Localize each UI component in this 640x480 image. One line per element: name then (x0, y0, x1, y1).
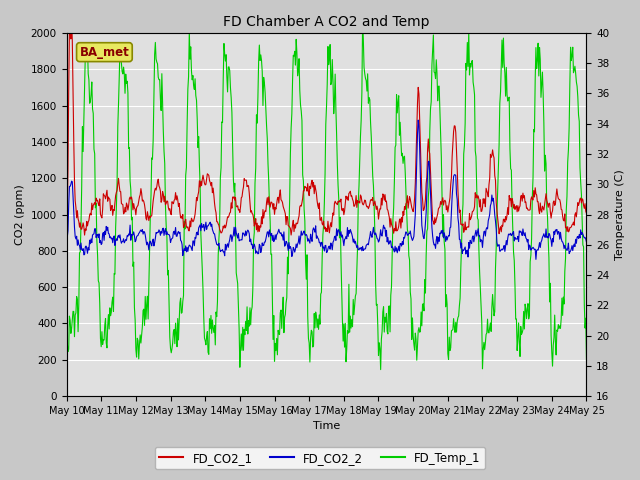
X-axis label: Time: Time (313, 421, 340, 432)
Title: FD Chamber A CO2 and Temp: FD Chamber A CO2 and Temp (223, 15, 429, 29)
Y-axis label: CO2 (ppm): CO2 (ppm) (15, 184, 25, 245)
Line: FD_Temp_1: FD_Temp_1 (67, 20, 586, 370)
Y-axis label: Temperature (C): Temperature (C) (615, 169, 625, 260)
Legend: FD_CO2_1, FD_CO2_2, FD_Temp_1: FD_CO2_1, FD_CO2_2, FD_Temp_1 (155, 447, 485, 469)
Line: FD_CO2_1: FD_CO2_1 (67, 20, 586, 235)
Text: BA_met: BA_met (79, 46, 129, 59)
Line: FD_CO2_2: FD_CO2_2 (67, 120, 586, 259)
